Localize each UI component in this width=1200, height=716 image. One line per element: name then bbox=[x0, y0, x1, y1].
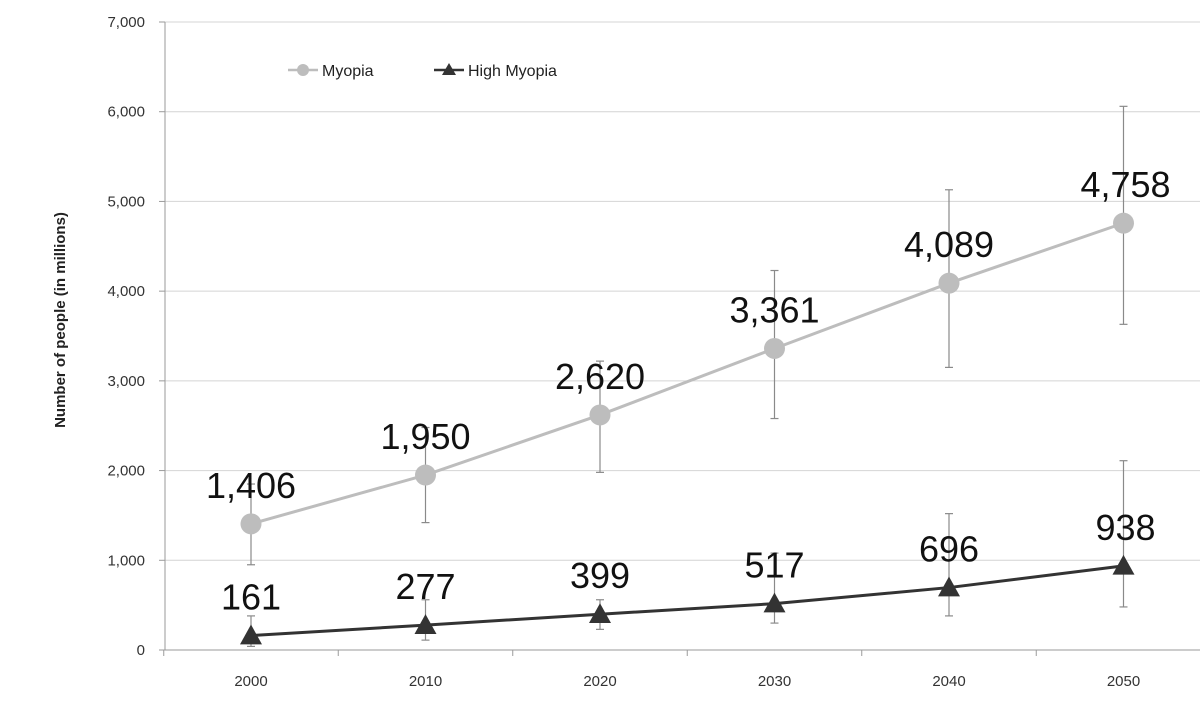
data-point bbox=[938, 272, 960, 294]
y-tick-label: 0 bbox=[137, 642, 145, 659]
data-label: 161 bbox=[221, 577, 281, 618]
data-point bbox=[240, 513, 262, 535]
y-tick-labels: 0 1,000 2,000 3,000 4,000 5,000 6,000 7,000 bbox=[107, 14, 145, 659]
data-point bbox=[415, 464, 436, 486]
data-point bbox=[1112, 554, 1135, 575]
data-label: 696 bbox=[919, 529, 979, 570]
series-myopia: 1,406 1,950 2,620 3,361 4,089 4,758 bbox=[206, 105, 1171, 566]
data-point bbox=[764, 337, 785, 359]
gridlines bbox=[159, 21, 1200, 651]
series-line bbox=[250, 564, 1124, 638]
data-point bbox=[1113, 212, 1134, 234]
legend-label: Myopia bbox=[322, 63, 374, 80]
data-label: 277 bbox=[395, 566, 455, 607]
data-label: 399 bbox=[570, 555, 630, 596]
x-tick-label: 2000 bbox=[234, 673, 267, 690]
y-tick-label: 4,000 bbox=[107, 283, 145, 300]
data-label: 2,620 bbox=[555, 356, 645, 397]
data-point bbox=[589, 603, 611, 624]
data-label: 1,406 bbox=[206, 465, 296, 506]
legend-marker bbox=[297, 64, 309, 76]
series-high-myopia: 161 277 399 517 696 938 bbox=[221, 460, 1156, 648]
data-label: 938 bbox=[1095, 507, 1155, 548]
axes bbox=[164, 22, 1200, 651]
series-line bbox=[250, 221, 1124, 526]
series-layer: 1,406 1,950 2,620 3,361 4,089 4,758 161 277 399 5… bbox=[206, 105, 1171, 648]
data-point bbox=[589, 404, 611, 426]
y-tick-label: 1,000 bbox=[107, 552, 145, 569]
data-point bbox=[414, 614, 437, 634]
x-tick-labels: 2000 2010 2020 2030 2040 2050 bbox=[163, 650, 1140, 690]
legend: Myopia High Myopia bbox=[288, 63, 557, 80]
x-tick-label: 2040 bbox=[932, 673, 965, 690]
data-label: 517 bbox=[744, 545, 804, 586]
y-tick-label: 3,000 bbox=[107, 373, 145, 390]
data-point bbox=[240, 624, 262, 645]
y-tick-label: 6,000 bbox=[107, 104, 145, 121]
data-label: 3,361 bbox=[729, 289, 819, 330]
legend-item: Myopia bbox=[288, 63, 374, 80]
y-axis-title: Number of people (in millions) bbox=[52, 212, 69, 428]
data-label: 4,758 bbox=[1080, 164, 1170, 205]
data-point bbox=[763, 592, 786, 613]
data-label: 4,089 bbox=[904, 224, 994, 265]
x-tick-label: 2030 bbox=[758, 673, 791, 690]
x-tick-label: 2010 bbox=[409, 673, 442, 690]
data-point bbox=[938, 576, 960, 597]
y-tick-label: 7,000 bbox=[107, 14, 145, 31]
x-tick-label: 2050 bbox=[1107, 673, 1140, 690]
y-tick-label: 2,000 bbox=[107, 463, 145, 480]
legend-item: High Myopia bbox=[434, 63, 557, 80]
legend-label: High Myopia bbox=[468, 63, 557, 80]
data-label: 1,950 bbox=[380, 416, 470, 457]
y-tick-label: 5,000 bbox=[107, 193, 145, 210]
legend-marker bbox=[442, 63, 456, 75]
x-tick-label: 2020 bbox=[583, 673, 616, 690]
